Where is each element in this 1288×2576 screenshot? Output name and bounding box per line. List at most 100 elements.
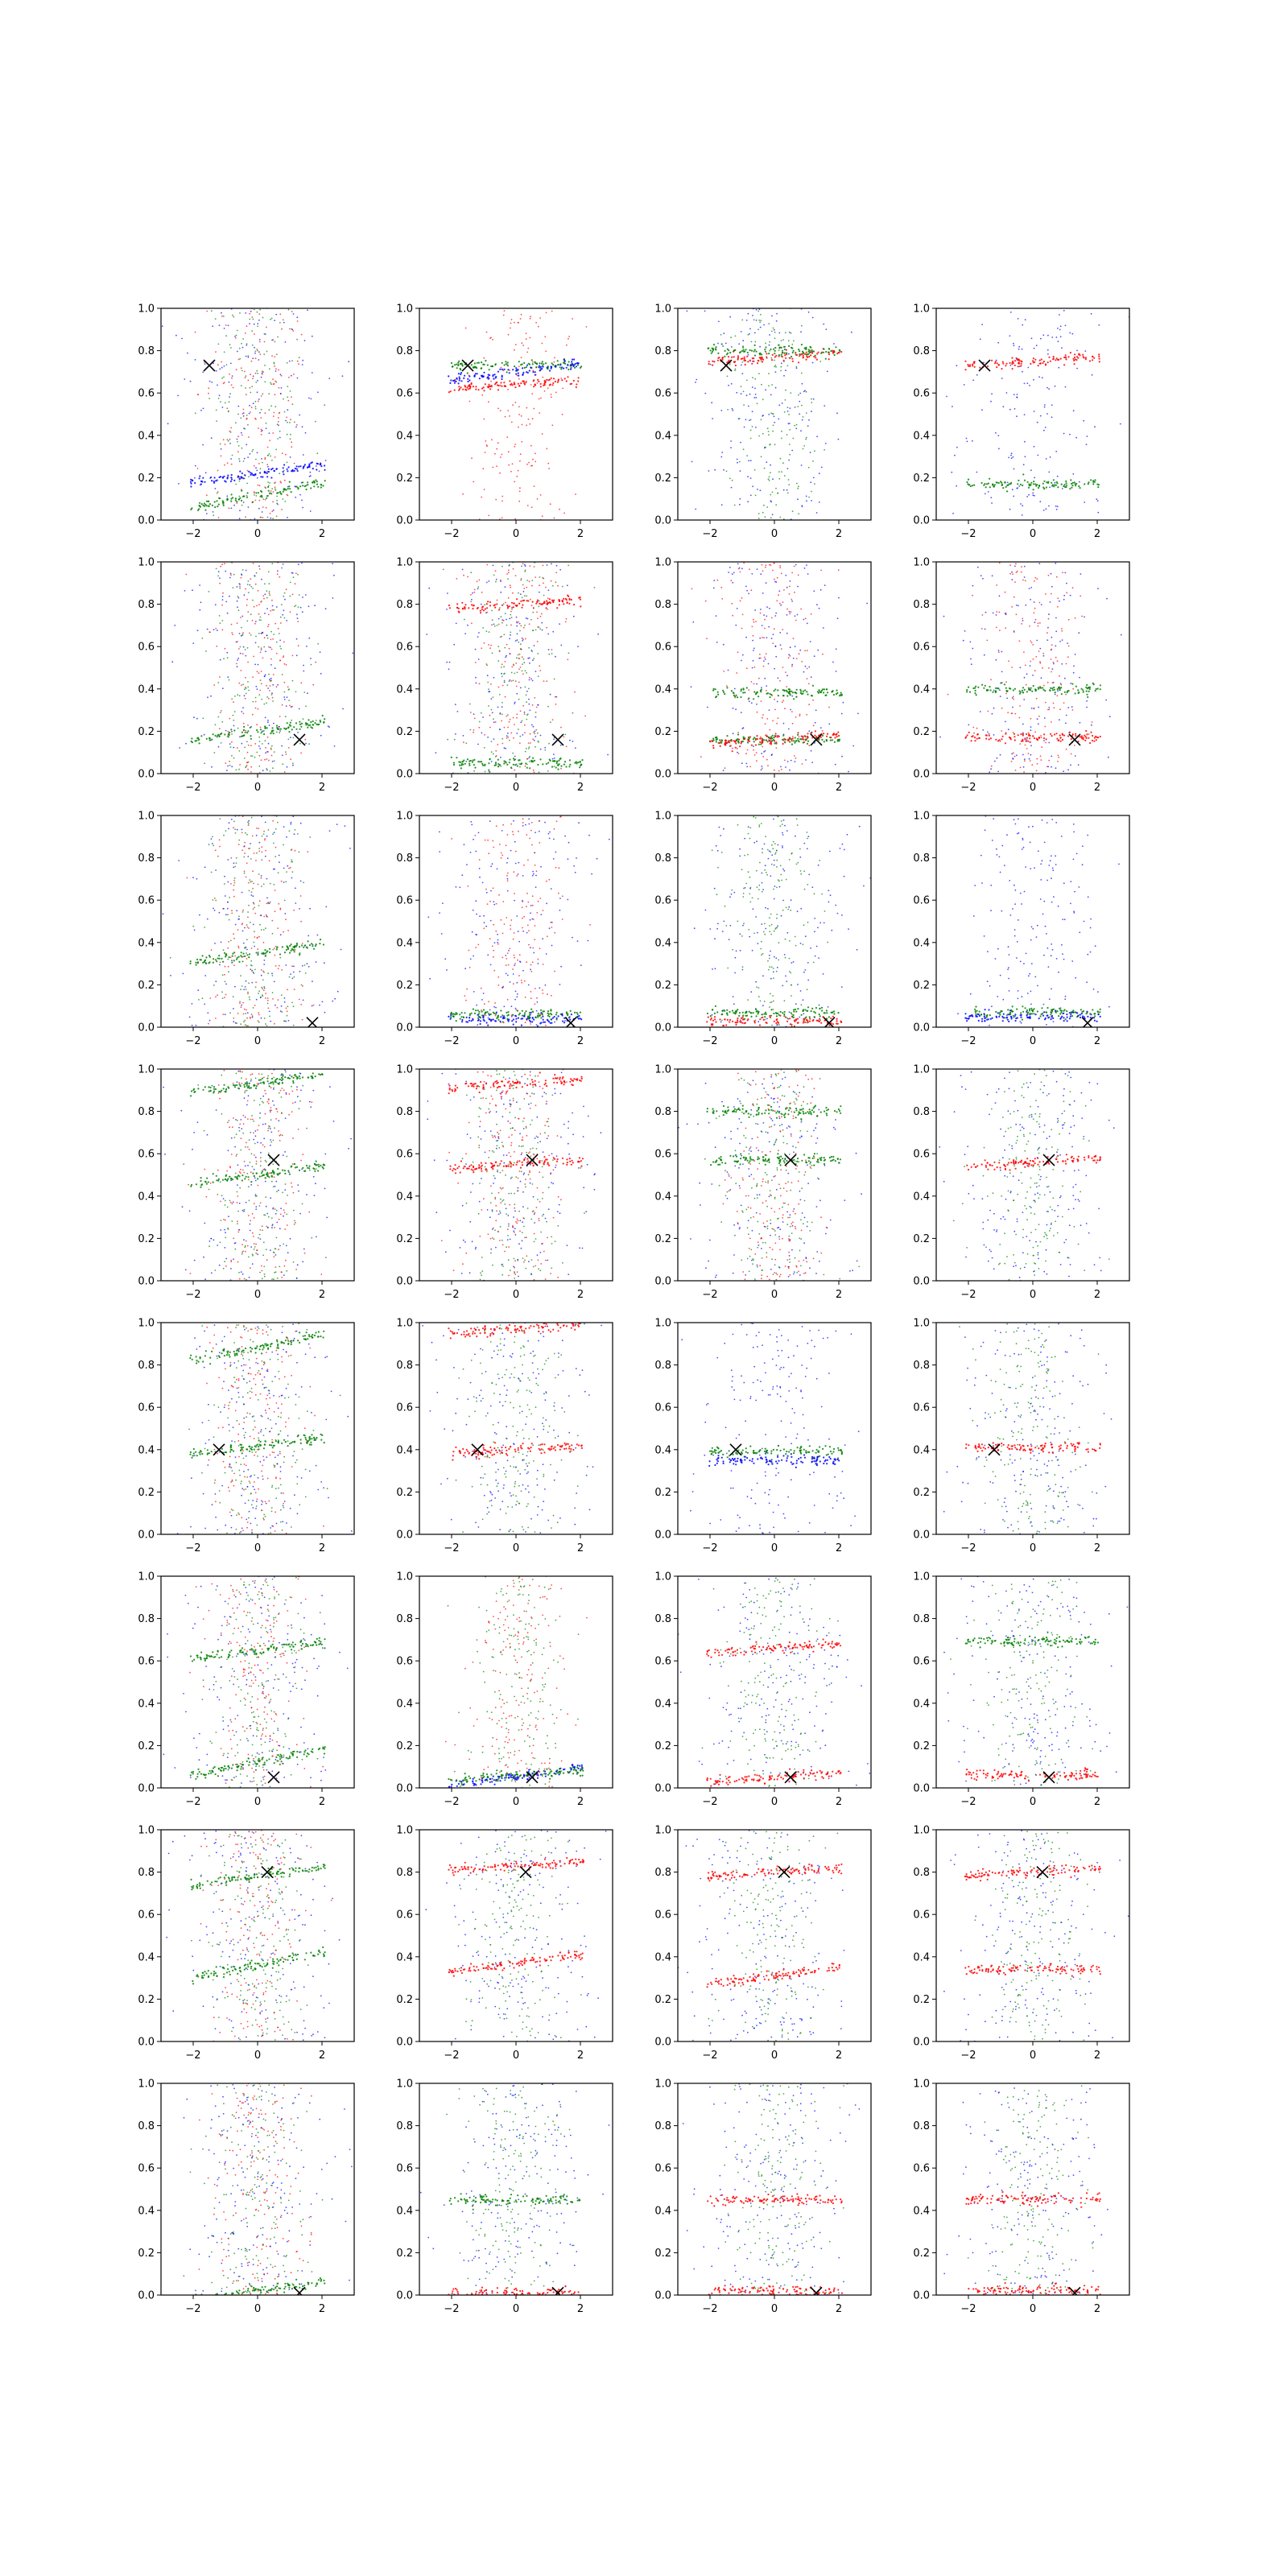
scatter-point-blue xyxy=(1133,588,1134,590)
scatter-point-green xyxy=(722,691,725,694)
scatter-point-blue xyxy=(788,459,791,461)
scatter-point-green xyxy=(512,758,515,760)
scatter-point-red xyxy=(1037,622,1039,625)
scatter-point-green xyxy=(775,487,777,489)
scatter-point-green xyxy=(547,770,549,772)
scatter-point-red xyxy=(486,611,488,613)
scatter-point-green xyxy=(211,738,213,741)
scatter-point-red xyxy=(509,380,511,382)
scatter-point-red xyxy=(238,648,240,650)
scatter-point-green xyxy=(246,647,249,649)
scatter-point-green xyxy=(826,691,829,694)
scatter-point-red xyxy=(497,407,499,410)
scatter-point-blue xyxy=(279,725,280,728)
scatter-point-blue xyxy=(553,738,555,741)
scatter-point-red xyxy=(1044,725,1046,728)
scatter-point-red xyxy=(522,626,525,629)
scatter-point-red xyxy=(750,681,753,683)
scatter-point-green xyxy=(1001,483,1004,486)
scatter-point-green xyxy=(788,688,791,691)
scatter-point-blue xyxy=(1033,445,1035,448)
scatter-point-red xyxy=(259,651,262,654)
scatter-point-green xyxy=(249,318,251,320)
scatter-point-green xyxy=(197,739,200,741)
scatter-point-red xyxy=(519,453,522,456)
scatter-point-green xyxy=(266,727,268,729)
scatter-point-green xyxy=(505,363,508,365)
scatter-point-red xyxy=(518,742,521,744)
scatter-point-red xyxy=(296,360,299,362)
scatter-point-red xyxy=(1018,640,1021,642)
scatter-point-blue xyxy=(262,632,264,634)
scatter-point-blue xyxy=(528,698,530,700)
x-tick-label: 2 xyxy=(1094,528,1100,540)
scatter-point-red xyxy=(224,647,226,650)
scatter-point-green xyxy=(793,698,795,700)
scatter-point-red xyxy=(273,411,275,414)
scatter-point-red xyxy=(1055,357,1058,360)
scatter-point-red xyxy=(256,724,258,726)
scatter-point-red xyxy=(534,696,536,699)
scatter-point-blue xyxy=(538,591,540,593)
scatter-point-red xyxy=(230,574,232,576)
scatter-point-green xyxy=(263,1018,266,1019)
scatter-point-blue xyxy=(946,395,947,398)
scatter-point-red xyxy=(764,627,766,630)
scatter-point-green xyxy=(1054,484,1056,486)
scatter-point-green xyxy=(257,492,259,494)
scatter-point-blue xyxy=(294,467,296,470)
scatter-point-green xyxy=(758,513,760,514)
scatter-point-blue xyxy=(194,481,196,485)
scatter-point-red xyxy=(1086,733,1088,736)
scatter-point-red xyxy=(1063,356,1066,359)
scatter-point-red xyxy=(497,384,500,387)
scatter-point-red xyxy=(512,663,514,666)
scatter-point-green xyxy=(819,691,823,693)
scatter-point-green xyxy=(246,732,249,734)
scatter-point-green xyxy=(780,346,782,349)
scatter-point-green xyxy=(554,760,556,762)
scatter-point-blue xyxy=(501,672,502,675)
scatter-point-red xyxy=(246,417,248,419)
scatter-point-green xyxy=(235,334,237,336)
scatter-point-red xyxy=(985,737,988,740)
scatter-point-red xyxy=(806,713,807,716)
scatter-point-green xyxy=(787,691,790,694)
scatter-point-red xyxy=(550,394,552,395)
scatter-point-red xyxy=(1052,661,1055,663)
scatter-point-green xyxy=(1071,482,1073,485)
scatter-point-green xyxy=(290,724,292,727)
scatter-point-red xyxy=(1048,708,1051,711)
scatter-point-red xyxy=(256,605,258,607)
scatter-point-green xyxy=(222,316,225,317)
scatter-point-green xyxy=(795,740,798,742)
scatter-point-blue xyxy=(486,675,489,677)
scatter-point-green xyxy=(758,518,760,519)
scatter-point-green xyxy=(521,720,523,722)
scatter-point-red xyxy=(464,607,466,609)
scatter-point-blue xyxy=(278,424,279,427)
scatter-point-green xyxy=(1082,689,1084,691)
scatter-point-red xyxy=(1089,742,1092,745)
scatter-point-red xyxy=(522,563,524,564)
scatter-point-blue xyxy=(1069,332,1071,334)
scatter-point-blue xyxy=(528,657,530,659)
scatter-point-green xyxy=(576,364,580,366)
scatter-point-green xyxy=(316,452,319,455)
scatter-point-blue xyxy=(229,443,231,444)
scatter-point-red xyxy=(509,369,510,371)
scatter-point-red xyxy=(1093,357,1096,359)
scatter-point-green xyxy=(755,350,758,353)
y-tick-label: 0.4 xyxy=(654,430,671,442)
scatter-point-blue xyxy=(1013,495,1015,497)
scatter-point-red xyxy=(258,463,260,464)
scatter-point-green xyxy=(281,674,283,675)
scatter-point-green xyxy=(464,618,465,621)
scatter-point-green xyxy=(807,353,810,355)
scatter-point-green xyxy=(281,604,283,605)
scatter-point-red xyxy=(737,651,739,654)
scatter-point-blue xyxy=(515,367,518,369)
scatter-point-green xyxy=(758,320,761,321)
scatter-point-blue xyxy=(1107,756,1109,758)
scatter-point-red xyxy=(237,451,239,452)
